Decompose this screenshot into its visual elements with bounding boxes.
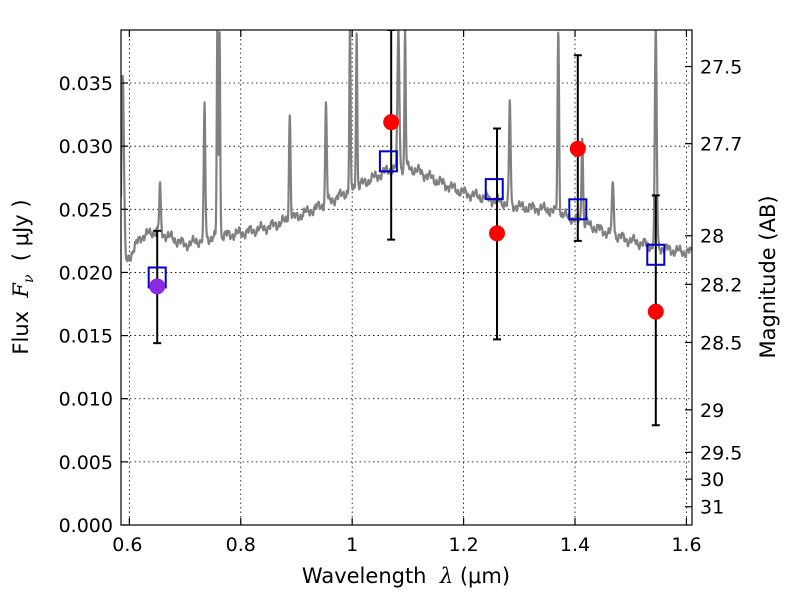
y-tick-label: 0.010 [59, 389, 113, 411]
right-y-tick-label: 30 [700, 469, 724, 491]
model-photometry-square [484, 178, 504, 201]
right-y-tick-label: 29.5 [700, 442, 742, 464]
right-y-tick-label: 31 [700, 497, 724, 519]
y-tick-label: 0.015 [59, 326, 113, 348]
y-tick-label: 0.035 [59, 73, 113, 95]
observed-photometry-point [489, 225, 506, 242]
right-y-tick-label: 27.7 [700, 134, 742, 156]
x-axis-label: Wavelength λ (μm) [302, 564, 510, 588]
right-y-tick-label: 29 [700, 400, 724, 422]
x-tick-label: 1 [346, 534, 358, 556]
y-tick-label: 0.020 [59, 262, 113, 284]
y-tick-label: 0.025 [59, 199, 113, 221]
observed-photometry-point [149, 278, 166, 295]
x-tick-label: 0.8 [226, 534, 256, 556]
y-tick-label: 0.030 [59, 136, 113, 158]
plot-frame [120, 29, 693, 526]
observed-photometry-point [383, 114, 400, 131]
model-photometry-square [568, 198, 588, 221]
observed-photometry-points [149, 114, 664, 320]
model-photometry-square [378, 150, 398, 173]
model-spectrum-line [121, 30, 692, 263]
observed-photometry-point [569, 140, 586, 157]
model-photometry-points [147, 150, 666, 289]
right-axis-label: Magnitude (AB) [756, 195, 780, 358]
y-tick-label: 0.000 [59, 515, 113, 537]
x-tick-label: 1.6 [671, 534, 701, 556]
x-tick-label: 1.2 [448, 534, 478, 556]
right-y-tick-label: 27.5 [700, 57, 742, 79]
right-y-tick-label: 28.2 [700, 274, 742, 296]
y-axis-label: Flux Fν ( μJy ) [9, 199, 37, 354]
tick-labels: 0.6 0.8 1 1.2 1.4 1.6 0.000 0.005 0.010 0.015 0.02… [59, 57, 743, 556]
plot-area [121, 30, 692, 427]
y-tick-label: 0.005 [59, 452, 113, 474]
x-tick-label: 1.4 [560, 534, 590, 556]
right-y-tick-label: 28.5 [700, 332, 742, 354]
observed-photometry-point [647, 303, 664, 320]
axis-ticks [121, 30, 692, 526]
model-photometry-square [646, 243, 666, 266]
right-y-tick-label: 28 [700, 226, 724, 248]
x-tick-label: 0.6 [112, 534, 142, 556]
